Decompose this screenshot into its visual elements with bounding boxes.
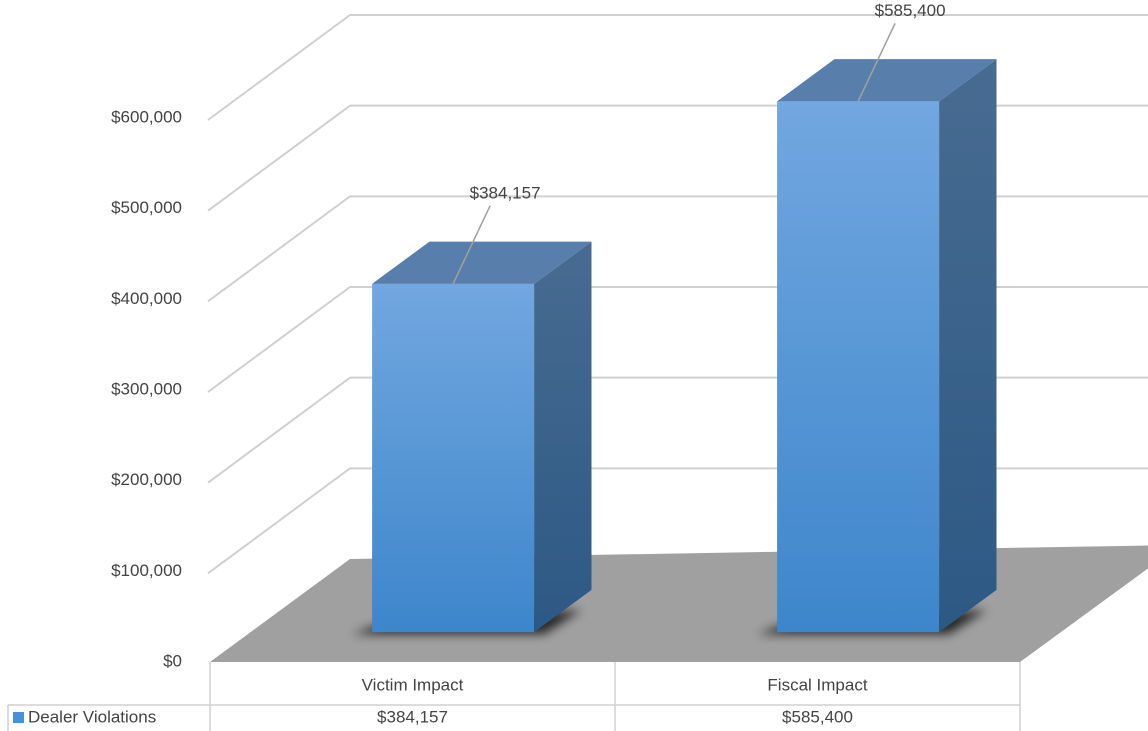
legend-swatch	[13, 712, 24, 723]
bar-top	[777, 59, 997, 102]
grid-line	[207, 195, 1148, 303]
floor	[210, 545, 1148, 662]
bar-side	[534, 241, 592, 633]
grid-line	[207, 14, 1148, 121]
x-tick-label: Fiscal Impact	[767, 675, 867, 694]
data-label: $384,157	[470, 183, 541, 202]
grid-line	[207, 376, 1148, 484]
bar-side	[939, 59, 997, 633]
bar-top	[372, 241, 592, 284]
y-tick-label: $200,000	[111, 470, 182, 489]
legend-label: Dealer Violations	[28, 707, 156, 726]
data-label: $585,400	[875, 1, 946, 20]
y-tick-label: $500,000	[111, 198, 182, 217]
grid-line	[207, 286, 1148, 393]
bar	[777, 101, 940, 633]
y-tick-label: $100,000	[111, 561, 182, 580]
table-value: $384,157	[377, 707, 448, 726]
y-tick-label: $0	[163, 651, 182, 670]
leader-line	[857, 23, 896, 102]
y-tick-label: $600,000	[111, 107, 182, 126]
leader-line	[452, 205, 491, 285]
bar	[372, 283, 535, 633]
y-tick-label: $400,000	[111, 289, 182, 308]
table-value: $585,400	[782, 707, 853, 726]
grid-line	[207, 104, 1148, 212]
y-tick-label: $300,000	[111, 379, 182, 398]
x-tick-label: Victim Impact	[362, 675, 464, 694]
